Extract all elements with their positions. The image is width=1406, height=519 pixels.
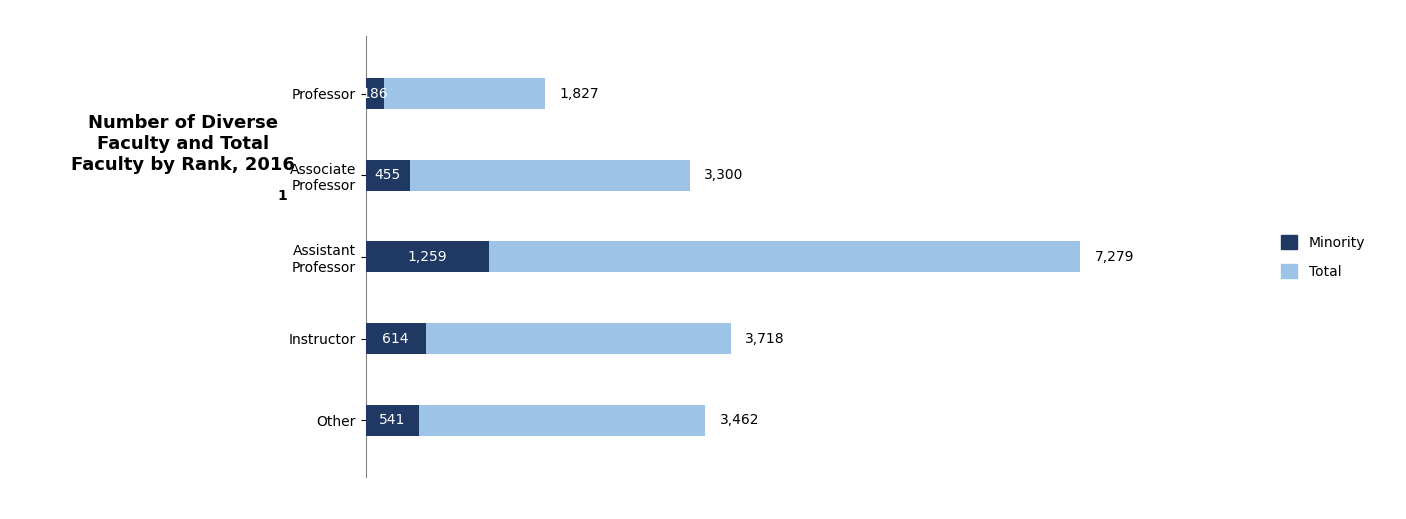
Text: 3,462: 3,462: [720, 413, 759, 427]
Bar: [366, 405, 419, 436]
Bar: [366, 78, 546, 109]
Bar: [366, 78, 384, 109]
Bar: [366, 241, 489, 272]
Text: 7,279: 7,279: [1095, 250, 1135, 264]
Text: 1,259: 1,259: [408, 250, 447, 264]
Bar: [366, 241, 1080, 272]
Bar: [366, 405, 706, 436]
Text: Number of Diverse
Faculty and Total
Faculty by Rank, 2016: Number of Diverse Faculty and Total Facu…: [70, 114, 295, 174]
Bar: [366, 323, 426, 354]
Text: 1,827: 1,827: [560, 87, 599, 101]
Text: 455: 455: [375, 168, 401, 182]
Bar: [366, 160, 689, 191]
Text: 1: 1: [277, 189, 287, 203]
Legend: Minority, Total: Minority, Total: [1275, 229, 1371, 284]
Text: 541: 541: [380, 413, 405, 427]
Text: 3,300: 3,300: [704, 168, 744, 182]
Text: 3,718: 3,718: [745, 332, 785, 346]
Bar: [366, 160, 411, 191]
Text: 186: 186: [361, 87, 388, 101]
Bar: [366, 323, 731, 354]
Text: 614: 614: [382, 332, 409, 346]
